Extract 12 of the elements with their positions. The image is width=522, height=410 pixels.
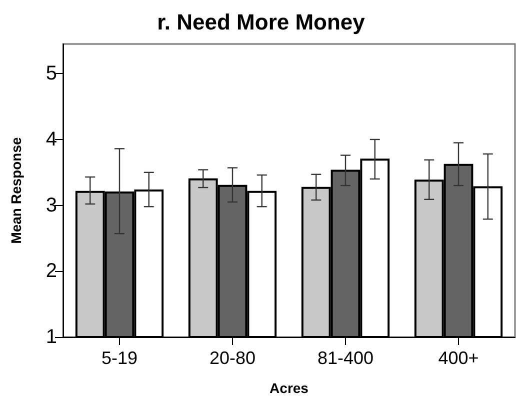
y-tick-label: 5 — [46, 62, 57, 85]
x-tick-label: 81-400 — [317, 348, 374, 368]
y-tick-label: 1 — [46, 326, 57, 348]
y-tick-label: 4 — [46, 128, 57, 150]
x-tick-label: 20-80 — [209, 348, 256, 368]
y-tick-label: 3 — [46, 194, 57, 216]
x-tick-label: 5-19 — [101, 348, 138, 368]
chart-title: r. Need More Money — [157, 10, 366, 34]
x-axis-title: Acres — [270, 380, 309, 396]
x-tick-label: 400+ — [438, 348, 479, 368]
y-tick-label: 2 — [46, 260, 57, 282]
y-axis-title: Mean Response — [8, 136, 24, 244]
